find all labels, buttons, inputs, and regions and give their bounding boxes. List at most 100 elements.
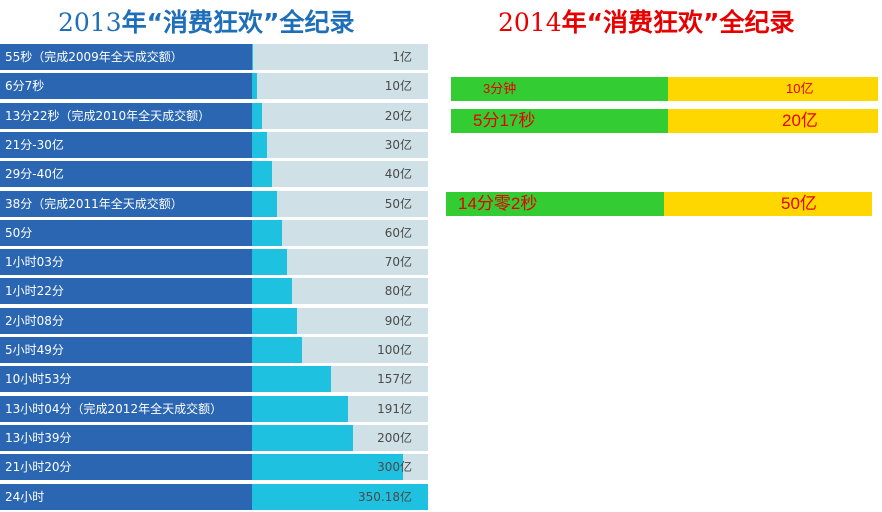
bar-category-label: 38分（完成2011年全天成交额） — [5, 196, 183, 211]
bar — [252, 307, 298, 334]
time-segment — [451, 109, 668, 133]
bar-value-label: 60亿 — [384, 225, 412, 240]
time-label: 3分钟 — [483, 81, 517, 96]
bar-label-background — [0, 102, 252, 129]
bar-row: 24小时 350.18亿 — [0, 483, 428, 510]
bar-row: 2小时08分 90亿 — [0, 307, 428, 334]
bar-row: 1小时22分 80亿 — [0, 278, 428, 305]
bar-label-background — [0, 307, 252, 334]
bar-category-label: 13分22秒（完成2010年全天成交额） — [5, 108, 211, 123]
bar-value-label: 20亿 — [384, 108, 412, 123]
bar-label-background — [0, 73, 252, 100]
bar-category-label: 1小时22分 — [5, 284, 64, 299]
amount-label: 20亿 — [782, 111, 818, 130]
bar-2014: 3分钟 10亿 — [451, 77, 878, 101]
bar — [252, 219, 283, 246]
bar-category-label: 21小时20分 — [5, 460, 72, 475]
amount-label: 10亿 — [786, 81, 814, 96]
bar-row: 10小时53分 157亿 — [0, 366, 428, 393]
bar — [252, 424, 353, 451]
bar-category-label: 6分7秒 — [5, 79, 45, 94]
bar — [252, 483, 428, 510]
title-2014-text: 年“消费狂欢”全纪录 — [561, 8, 795, 37]
bar-track — [252, 73, 428, 100]
bar-value-label: 1亿 — [392, 50, 412, 64]
bar-category-label: 5小时49分 — [5, 343, 64, 357]
title-2014-year: 2014 — [498, 8, 562, 37]
bar-label-background — [0, 161, 252, 188]
bar-label-background — [0, 44, 252, 70]
chart-title-2014: 2014年“消费狂欢”全纪录 — [498, 6, 795, 40]
bar-label-background — [0, 190, 252, 217]
bar-label-background — [0, 395, 252, 422]
chart-2013-panel: 55秒（完成2009年全天成交额） 1亿 6分7秒 10亿 13分22秒（完成2010年… — [0, 44, 428, 512]
bar-row: 5小时49分 100亿 — [0, 337, 428, 363]
bar-category-label: 21分-30亿 — [5, 137, 64, 152]
bar-category-label: 55秒（完成2009年全天成交额） — [5, 50, 183, 64]
bar-row: 13分22秒（完成2010年全天成交额） 20亿 — [0, 102, 428, 129]
bar-value-label: 90亿 — [384, 313, 412, 328]
bar — [252, 102, 263, 129]
bar — [252, 131, 268, 158]
bar-track — [252, 131, 428, 158]
bar-value-label: 10亿 — [384, 79, 412, 94]
bar-row: 1小时03分 70亿 — [0, 249, 428, 276]
bar-label-background — [0, 131, 252, 158]
bar-value-label: 350.18亿 — [358, 489, 412, 504]
time-segment — [451, 77, 668, 101]
bar-track — [252, 161, 428, 188]
bar — [252, 73, 258, 100]
bar-label-background — [0, 424, 252, 451]
bar-row: 29分-40亿 40亿 — [0, 161, 428, 188]
bar-category-label: 10小时53分 — [5, 372, 72, 387]
bar-label-background — [0, 483, 252, 510]
bar-value-label: 200亿 — [377, 430, 412, 445]
bar-2014: 14分零2秒 50亿 — [446, 192, 872, 216]
time-label: 5分17秒 — [473, 111, 536, 130]
bar-row: 21分-30亿 30亿 — [0, 131, 428, 158]
amount-label: 50亿 — [781, 194, 817, 213]
bar-label-background — [0, 249, 252, 276]
amount-segment — [664, 192, 872, 216]
bar-label-background — [0, 278, 252, 305]
bar-category-label: 1小时03分 — [5, 255, 64, 270]
bar-row: 13小时39分 200亿 — [0, 424, 428, 451]
bar — [252, 366, 331, 393]
bar-value-label: 191亿 — [377, 401, 412, 416]
bar — [252, 161, 273, 188]
bar-value-label: 300亿 — [377, 460, 412, 475]
bar-label-background — [0, 454, 252, 481]
bar-category-label: 29分-40亿 — [5, 167, 64, 182]
bar-track — [252, 102, 428, 129]
bar-value-label: 80亿 — [384, 284, 412, 299]
bar — [252, 454, 403, 481]
bar-track — [252, 44, 428, 70]
title-2013-text: 年“消费狂欢”全纪录 — [121, 8, 355, 37]
bar-label-background — [0, 219, 252, 246]
bar-row: 13小时04分（完成2012年全天成交额） 191亿 — [0, 395, 428, 422]
bar-category-label: 13小时39分 — [5, 430, 72, 445]
bar-value-label: 100亿 — [377, 343, 412, 357]
bar-2014: 5分17秒 20亿 — [451, 109, 878, 133]
bar-category-label: 13小时04分（完成2012年全天成交额） — [5, 401, 223, 416]
bar-value-label: 40亿 — [384, 167, 412, 182]
bar-value-label: 70亿 — [384, 255, 412, 270]
bar — [252, 395, 348, 422]
amount-segment — [668, 109, 878, 133]
bar-category-label: 24小时 — [5, 489, 45, 504]
bar — [252, 278, 293, 305]
bar — [252, 337, 303, 363]
bar-value-label: 157亿 — [377, 372, 412, 387]
bar-value-label: 50亿 — [384, 196, 412, 211]
bar-value-label: 30亿 — [384, 137, 412, 152]
time-label: 14分零2秒 — [458, 194, 538, 213]
bar — [252, 190, 278, 217]
bar-row: 50分 60亿 — [0, 219, 428, 246]
bar-category-label: 2小时08分 — [5, 313, 64, 328]
amount-segment — [668, 77, 878, 101]
bar — [252, 44, 253, 70]
bar — [252, 249, 288, 276]
bar-category-label: 50分 — [5, 225, 33, 240]
bar-label-background — [0, 337, 252, 363]
chart-title-2013: 2013年“消费狂欢”全纪录 — [58, 6, 355, 40]
